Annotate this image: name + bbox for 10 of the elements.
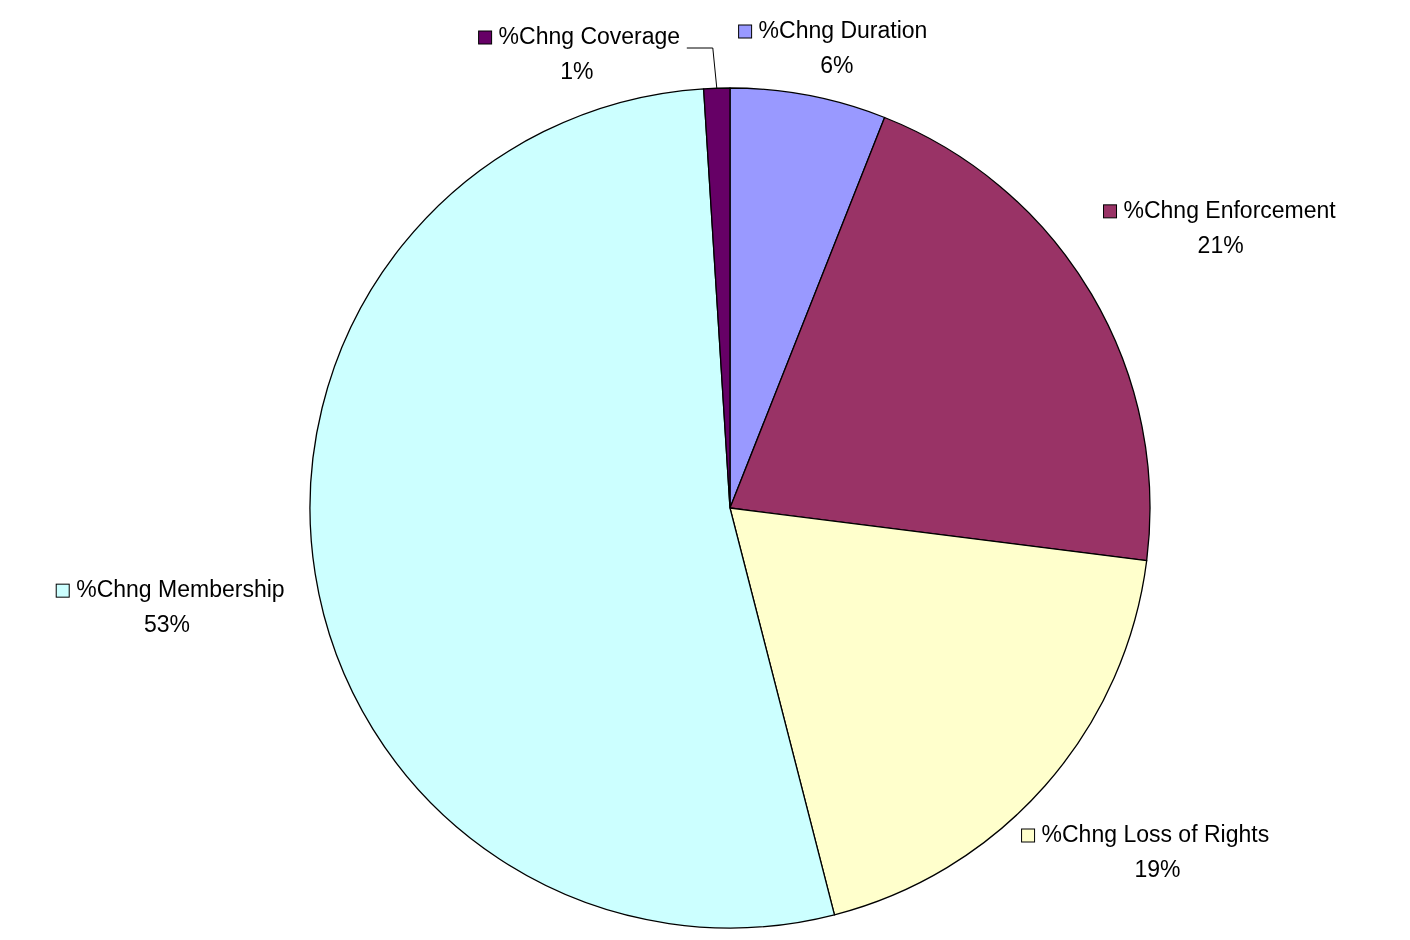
legend-label: %Chng Membership xyxy=(76,576,285,603)
data-label: 53% xyxy=(143,611,191,638)
legend-label: %Chng Loss of Rights xyxy=(1041,821,1270,847)
legend-label: %Chng Duration xyxy=(758,17,928,43)
data-label: 21% xyxy=(1197,231,1244,258)
legend-label: %Chng Enforcement xyxy=(1123,196,1337,223)
legend-label: %Chng Coverage xyxy=(498,23,681,49)
data-label: 6% xyxy=(820,52,854,78)
data-label: 19% xyxy=(1134,856,1181,882)
data-label: 1% xyxy=(560,58,594,84)
